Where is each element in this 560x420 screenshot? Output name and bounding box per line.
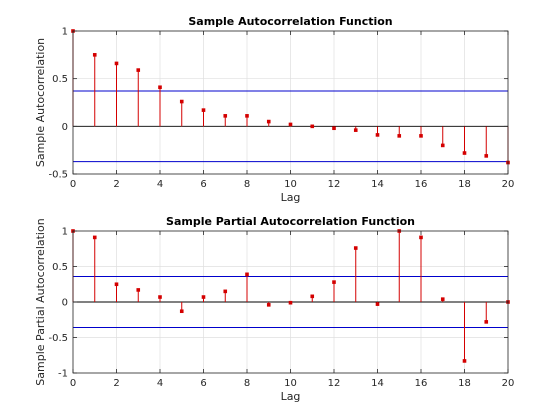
x-tick-label: 12 xyxy=(328,378,341,389)
y-tick-label: 0 xyxy=(62,298,68,309)
x-tick-label: 14 xyxy=(371,179,384,190)
x-tick-label: 4 xyxy=(157,378,163,389)
x-tick-label: 14 xyxy=(371,378,384,389)
stem-marker xyxy=(158,85,162,90)
stem-marker xyxy=(288,122,293,127)
y-tick-label: 1 xyxy=(62,227,68,238)
x-axis-label: Lag xyxy=(281,390,301,403)
stem-marker xyxy=(266,119,271,124)
stem-marker xyxy=(310,124,315,129)
stem-marker xyxy=(419,235,423,240)
x-tick-label: 6 xyxy=(200,378,206,389)
chart-title: Sample Partial Autocorrelation Function xyxy=(166,215,415,228)
y-axis-label: Sample Autocorrelation xyxy=(34,38,47,167)
stem-marker xyxy=(223,114,228,118)
x-tick-label: 10 xyxy=(284,179,297,190)
x-axis-label: Lag xyxy=(281,191,301,204)
y-tick-label: 0.5 xyxy=(52,74,68,85)
x-tick-label: 18 xyxy=(458,378,471,389)
stem-marker xyxy=(136,288,141,292)
stem-marker xyxy=(353,246,358,250)
x-tick-label: 16 xyxy=(415,179,428,190)
x-tick-label: 2 xyxy=(113,179,119,190)
stem-marker xyxy=(223,289,228,294)
stem-marker xyxy=(440,297,445,301)
stem-marker xyxy=(245,114,249,118)
stem-marker xyxy=(397,134,402,138)
x-tick-label: 20 xyxy=(502,378,515,389)
stem-marker xyxy=(179,99,184,104)
stem-marker xyxy=(375,302,380,306)
stem-marker xyxy=(419,134,423,138)
stem-marker xyxy=(288,300,293,305)
y-tick-label: -1 xyxy=(58,369,68,380)
stem-marker xyxy=(310,294,315,299)
stem-marker xyxy=(201,108,206,112)
stem-marker xyxy=(114,61,119,66)
stem-marker xyxy=(158,295,162,299)
x-tick-label: 16 xyxy=(415,378,428,389)
x-tick-label: 0 xyxy=(70,378,76,389)
x-tick-label: 4 xyxy=(157,179,163,190)
x-tick-label: 2 xyxy=(113,378,119,389)
x-tick-label: 12 xyxy=(328,179,341,190)
stem-marker xyxy=(114,282,119,287)
stem-marker xyxy=(201,295,206,299)
stem-marker xyxy=(462,151,467,155)
stem-marker xyxy=(462,359,467,363)
y-tick-label: 1 xyxy=(62,27,68,38)
stem-marker xyxy=(353,128,358,132)
stem-marker xyxy=(136,68,141,72)
stem-marker xyxy=(440,143,445,148)
x-tick-label: 6 xyxy=(200,179,206,190)
stem-marker xyxy=(484,154,489,158)
y-tick-label: -0.5 xyxy=(48,333,68,344)
y-tick-label: 0.5 xyxy=(52,262,68,273)
x-tick-label: 0 xyxy=(70,179,76,190)
y-tick-label: 0 xyxy=(62,122,68,133)
chart-panel-2: 0 2 4 6 8 10 12 14 16 18 20 -1 -0.5 0 0.5 1 Sample Parti… xyxy=(34,215,514,403)
x-tick-label: 10 xyxy=(284,378,297,389)
x-tick-label: 8 xyxy=(244,179,250,190)
y-tick-label: -0.5 xyxy=(48,170,68,181)
x-tick-label: 8 xyxy=(244,378,250,389)
stem-marker xyxy=(332,126,336,131)
y-axis-label: Sample Partial Autocorrelation xyxy=(34,218,47,385)
x-tick-label: 20 xyxy=(502,179,515,190)
stem-marker xyxy=(92,235,97,240)
stem-marker xyxy=(484,320,489,324)
stem-marker xyxy=(375,133,380,137)
stem-marker xyxy=(92,53,97,57)
stem-marker xyxy=(332,280,336,284)
chart-title: Sample Autocorrelation Function xyxy=(188,15,392,28)
stem-marker xyxy=(266,303,271,307)
x-tick-label: 18 xyxy=(458,179,471,190)
stem-marker xyxy=(179,309,184,314)
stem-marker xyxy=(245,272,249,277)
